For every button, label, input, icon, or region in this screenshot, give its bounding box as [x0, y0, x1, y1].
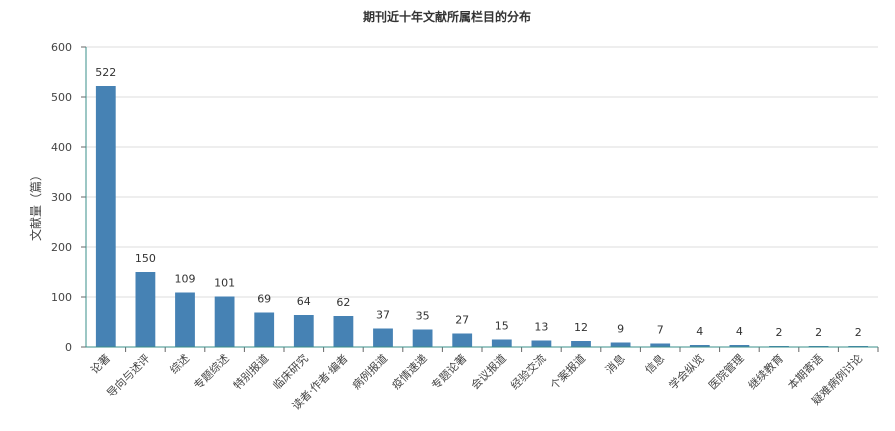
y-tick-label: 600 — [51, 41, 72, 54]
bar — [135, 272, 156, 347]
bar — [610, 342, 631, 347]
data-label: 13 — [534, 321, 548, 334]
data-label: 62 — [336, 296, 350, 309]
data-label: 64 — [297, 295, 311, 308]
x-tick-label: 临床研究 — [270, 351, 311, 392]
y-tick-label: 100 — [51, 291, 72, 304]
y-tick-label: 200 — [51, 241, 72, 254]
bar — [491, 339, 512, 347]
x-tick-label: 导向与述评 — [104, 351, 153, 400]
data-label: 15 — [495, 320, 509, 333]
data-label: 150 — [135, 252, 156, 265]
x-tick-label: 医院管理 — [706, 351, 747, 392]
x-tick-label: 病例报道 — [349, 351, 390, 392]
data-label: 2 — [855, 326, 862, 339]
bar — [95, 86, 116, 347]
bar — [650, 343, 671, 347]
x-tick-label: 专题论著 — [428, 351, 469, 392]
data-label: 2 — [776, 326, 783, 339]
data-label: 37 — [376, 309, 390, 322]
bar — [293, 315, 314, 347]
bar — [412, 329, 433, 347]
data-label: 12 — [574, 321, 588, 334]
data-label: 4 — [696, 325, 703, 338]
data-label: 522 — [95, 66, 116, 79]
bar — [571, 341, 591, 347]
data-label: 27 — [455, 314, 469, 327]
data-label: 101 — [214, 277, 235, 290]
bar — [729, 345, 750, 347]
y-tick-label: 300 — [51, 191, 72, 204]
chart-title: 期刊近十年文献所属栏目的分布 — [363, 9, 531, 24]
bar — [175, 292, 195, 347]
bar — [452, 333, 473, 347]
bar — [373, 328, 393, 347]
data-labels: 522 150 109 101 69 64 62 37 35 27 15 13 12 9 7 4 4 2 2 2 — [95, 66, 861, 339]
data-label: 35 — [416, 310, 430, 323]
x-tick-label: 专题综述 — [191, 351, 232, 392]
data-label: 109 — [175, 273, 196, 286]
bars — [95, 86, 869, 347]
x-tick-label: 信息 — [642, 351, 667, 376]
x-tick-label: 本期寄语 — [785, 351, 826, 392]
x-tick-label: 消息 — [602, 351, 627, 376]
x-tick-label: 经验交流 — [508, 351, 549, 392]
bar — [689, 345, 710, 347]
bar — [531, 340, 552, 347]
data-label: 2 — [815, 326, 822, 339]
y-axis-label: 文献量（篇） — [28, 169, 43, 241]
x-tick-label: 综述 — [167, 351, 192, 376]
bar — [214, 296, 235, 347]
data-label: 4 — [736, 325, 743, 338]
bar — [333, 316, 354, 347]
data-label: 69 — [257, 293, 271, 306]
y-tick-label: 0 — [65, 341, 72, 354]
x-tick-label: 疫情速递 — [389, 351, 430, 392]
bar — [254, 312, 275, 347]
x-tick-label: 学会纵览 — [666, 351, 707, 392]
y-tick-label: 500 — [51, 91, 72, 104]
x-tick-label: 会议报道 — [468, 351, 509, 392]
x-tick-label: 继续教育 — [745, 351, 786, 392]
x-tick-label: 特别报道 — [230, 351, 271, 392]
data-label: 7 — [657, 324, 664, 337]
gridlines — [86, 46, 878, 298]
y-tick-label: 400 — [51, 141, 72, 154]
data-label: 9 — [617, 323, 624, 336]
x-tick-label: 个案报道 — [547, 351, 588, 392]
x-tick-label: 论著 — [87, 351, 112, 376]
